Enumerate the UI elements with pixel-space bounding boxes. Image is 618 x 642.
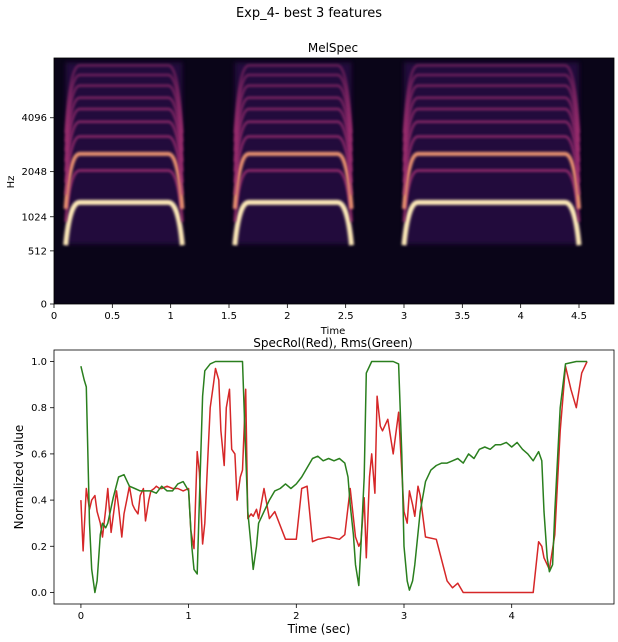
series-line-rms <box>80 360 588 594</box>
spectrogram-segment <box>401 62 582 246</box>
spectrogram-segment <box>63 62 185 246</box>
spectrogram-x-tick-label: 0.5 <box>104 311 120 322</box>
spectrogram-x-tick-label: 3.5 <box>454 311 470 322</box>
spectrogram-harmonic <box>63 199 185 246</box>
spectrogram-harmonic <box>402 64 581 134</box>
spectrogram-x-tick-label: 3 <box>401 311 407 322</box>
line-chart-y-tick-label: 0.4 <box>31 496 47 507</box>
spectrogram-harmonic <box>402 96 581 162</box>
line-chart-frame <box>53 349 615 605</box>
line-chart-y-label: Normalized value <box>12 425 26 530</box>
spectrogram-x-label: Time <box>320 326 345 337</box>
line-chart-x-tick-label: 0 <box>78 611 84 622</box>
spectrogram-harmonic <box>233 96 353 162</box>
spectrogram-harmonic <box>64 120 184 183</box>
spectrogram-x-tick-label: 2.5 <box>338 311 354 322</box>
spectrogram-harmonic <box>64 135 184 195</box>
spectrogram-segment <box>232 62 354 246</box>
spectrogram-harmonic <box>64 107 184 172</box>
spectrogram-x-tick-label: 4.5 <box>571 311 587 322</box>
spectrogram-x-tick-label: 0 <box>51 311 57 322</box>
spectrogram-segments <box>63 62 582 246</box>
spectrogram-harmonic <box>402 135 581 195</box>
line-chart-y-tick-label: 0.2 <box>31 542 47 553</box>
spectrogram-frame <box>53 57 615 305</box>
figure-title: Exp_4- best 3 features <box>236 6 382 21</box>
spectrogram-harmonic <box>401 199 582 246</box>
spectrogram-harmonic <box>64 64 184 134</box>
spectrogram-harmonic <box>232 199 354 246</box>
spectrogram-harmonic <box>233 107 353 172</box>
spectrogram-y-ticks: 0 512 1024 2048 4096 <box>22 113 54 311</box>
spectrogram-plot <box>53 57 615 305</box>
line-chart-x-label: Time (sec) <box>287 622 351 636</box>
line-chart-series <box>80 360 588 594</box>
line-chart-y-ticks: 0.0 0.2 0.4 0.6 0.8 1.0 <box>31 357 54 599</box>
spectrogram-x-tick-label: 1.5 <box>221 311 237 322</box>
spectrogram-x-tick-label: 2 <box>284 311 290 322</box>
line-chart-y-tick-label: 0.8 <box>31 403 47 414</box>
line-chart-y-tick-label: 0.6 <box>31 449 47 460</box>
spectrogram-x-ticks: 0 0.5 1 1.5 2 2.5 3 3.5 4 4.5 <box>51 304 587 322</box>
line-chart-x-ticks: 0 1 2 3 4 <box>78 604 515 622</box>
line-chart-y-tick-label: 0.0 <box>31 588 47 599</box>
spectrogram-x-tick-label: 1 <box>167 311 173 322</box>
spectrogram-harmonic <box>233 135 353 195</box>
spectrogram-y-label: Hz <box>6 176 17 189</box>
line-chart-x-tick-label: 4 <box>509 611 515 622</box>
spectrogram-y-tick-label: 0 <box>41 300 47 311</box>
spectrogram-harmonic <box>402 107 581 172</box>
spectrogram-title: MelSpec <box>308 41 358 55</box>
spectrogram-harmonic <box>233 120 353 183</box>
line-chart-y-tick-label: 1.0 <box>31 357 47 368</box>
line-chart-x-tick-label: 1 <box>185 611 191 622</box>
spectrogram-y-tick-label: 4096 <box>22 113 47 124</box>
spectrogram-harmonic <box>63 151 185 210</box>
spectrogram-harmonic <box>64 96 184 162</box>
series-line-specrol <box>80 361 588 594</box>
line-chart-x-tick-label: 2 <box>293 611 299 622</box>
spectrogram-harmonic <box>233 64 353 134</box>
spectrogram-y-tick-label: 1024 <box>22 212 47 223</box>
spectrogram-y-tick-label: 2048 <box>22 167 47 178</box>
spectrogram-harmonic <box>232 151 354 210</box>
line-chart-x-tick-label: 3 <box>401 611 407 622</box>
spectrogram-y-tick-label: 512 <box>28 246 47 257</box>
line-chart-title: SpecRol(Red), Rms(Green) <box>253 336 412 350</box>
spectrogram-harmonic <box>402 151 581 210</box>
spectrogram-x-tick-label: 4 <box>517 311 523 322</box>
spectrogram-harmonic <box>402 120 581 183</box>
